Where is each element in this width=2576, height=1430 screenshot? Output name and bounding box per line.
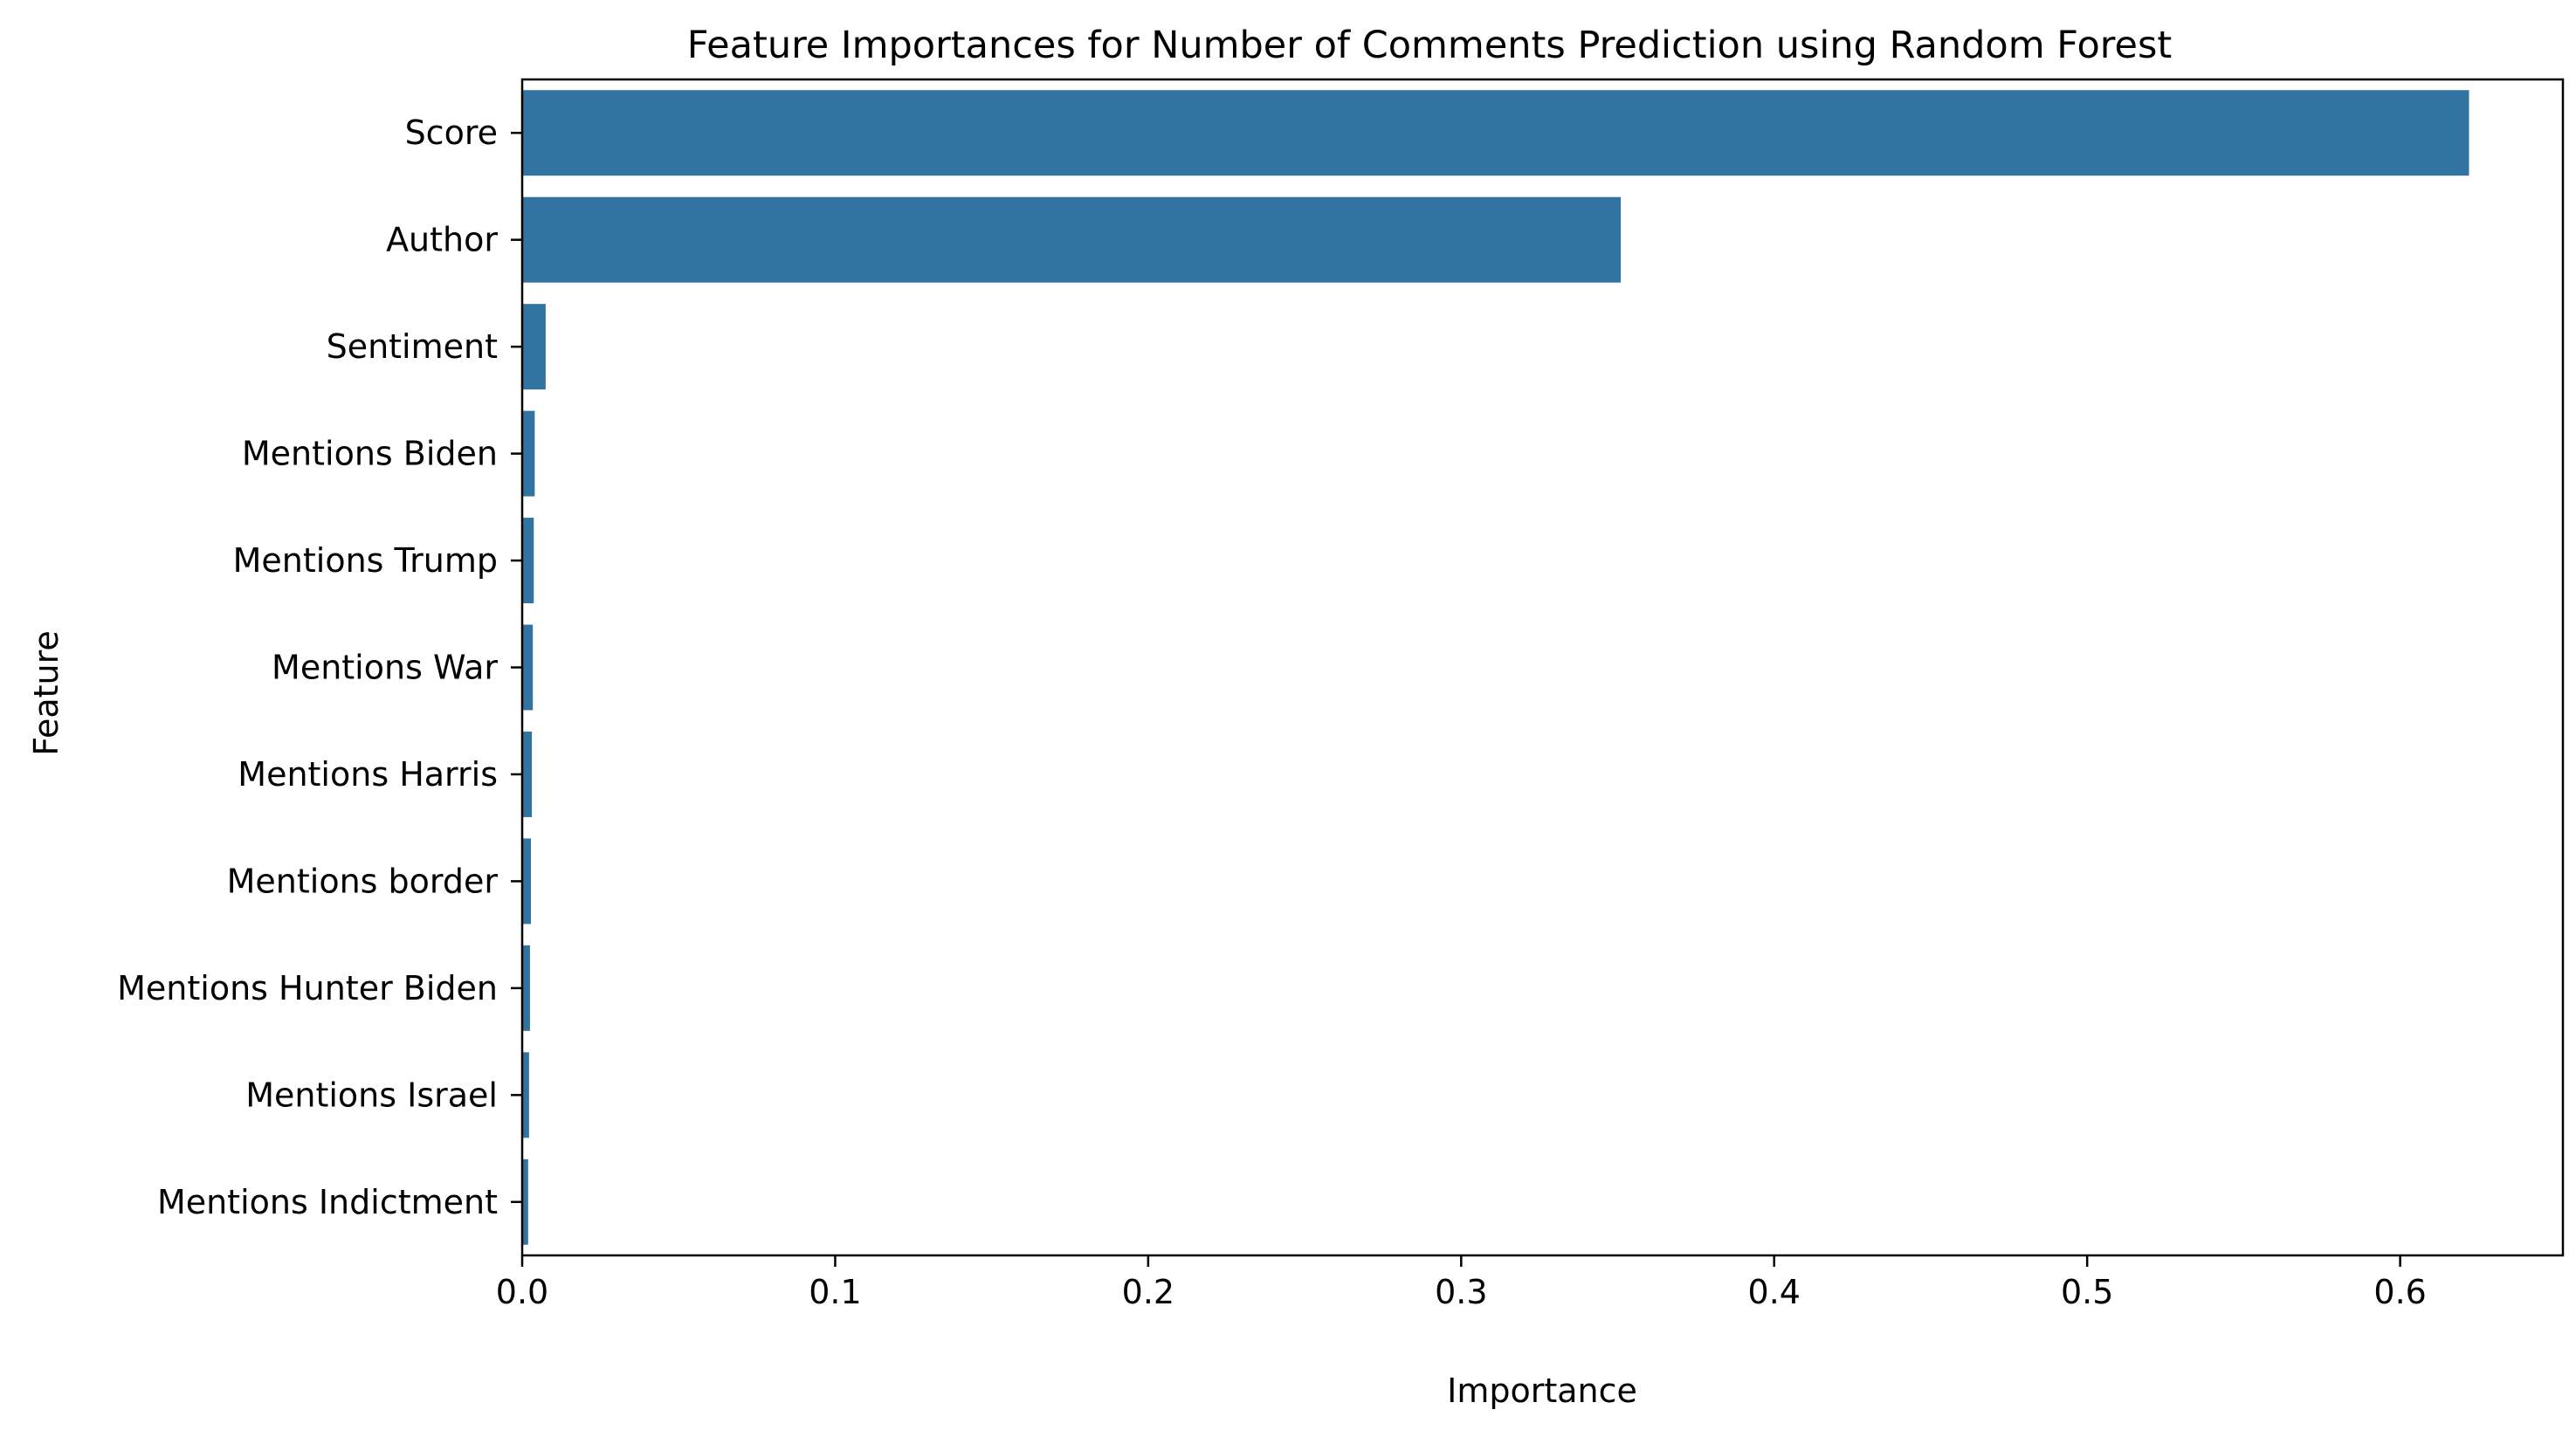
y-tick-label: Mentions War [272,649,498,687]
bar [522,304,546,390]
x-tick-label: 0.5 [2061,1273,2113,1311]
bar [522,90,2469,176]
plot-area-frame [520,78,2565,1257]
y-axis-label: Feature [27,630,65,756]
x-tick-label: 0.6 [2373,1273,2426,1311]
y-axis-ticks: Score Author Sentiment Mentions Biden Mentio… [117,113,522,1221]
x-tick-label: 0.2 [1122,1273,1174,1311]
bar [522,196,1622,283]
y-tick-label: Author [386,221,498,259]
y-tick-label: Mentions Harris [238,755,498,794]
y-tick-label: Mentions Israel [245,1076,498,1114]
y-tick-label: Sentiment [327,327,498,366]
bar [522,1158,528,1245]
x-axis-label: Importance [1447,1372,1637,1410]
y-tick-label: Score [405,113,498,152]
bar [522,518,534,604]
bar [522,945,530,1031]
bar [522,624,534,711]
bar [522,410,535,497]
y-tick-label: Mentions Biden [242,435,498,473]
y-tick-label: Mentions border [227,862,499,900]
x-tick-label: 0.0 [496,1273,548,1311]
x-axis-ticks: 0.0 0.1 0.2 0.3 0.4 0.5 0.6 [496,1255,2427,1311]
bar [522,1052,529,1138]
y-tick-label: Mentions Trump [233,541,498,580]
x-tick-label: 0.4 [1748,1273,1801,1311]
x-tick-label: 0.3 [1435,1273,1487,1311]
bar [522,838,532,925]
y-tick-label: Mentions Hunter Biden [117,969,498,1007]
y-tick-label: Mentions Indictment [157,1183,498,1221]
chart-title: Feature Importances for Number of Commen… [687,24,2172,67]
bars-layer [522,90,2469,1245]
x-tick-label: 0.1 [809,1273,861,1311]
bar [522,731,533,817]
